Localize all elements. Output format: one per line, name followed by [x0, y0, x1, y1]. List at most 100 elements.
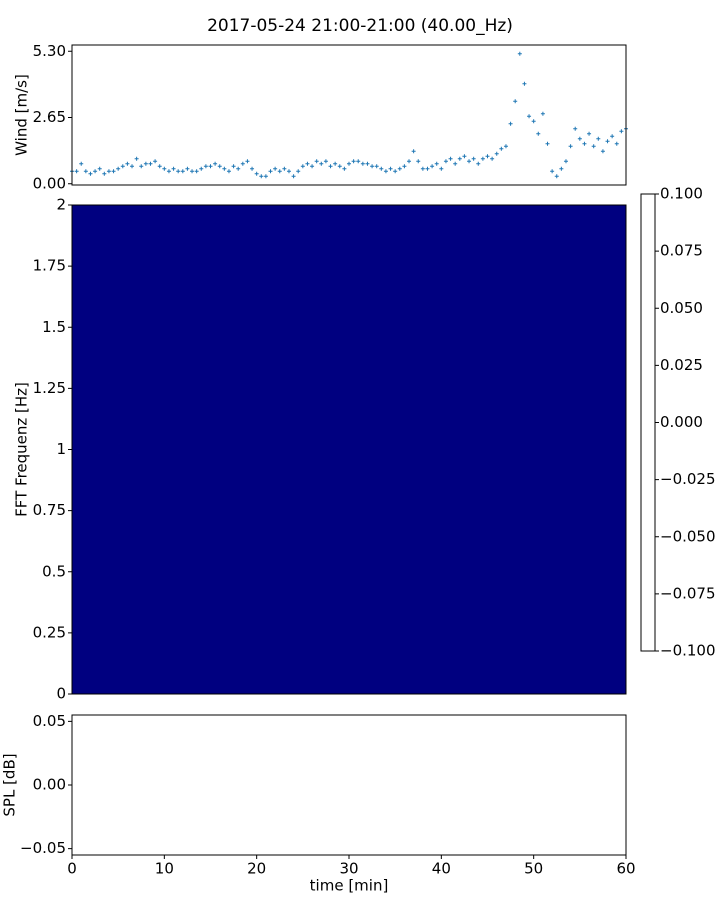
wind-point [185, 166, 190, 171]
wind-point [291, 174, 296, 179]
wind-point [600, 149, 605, 154]
y-tick-label: 2.65 [33, 108, 66, 126]
wind-point [166, 169, 171, 174]
wind-point [374, 164, 379, 169]
wind-point [573, 126, 578, 131]
wind-point [153, 159, 158, 164]
colorbar-tick-label: 0.100 [660, 185, 703, 203]
y-axis-label: FFT Frequenz [Hz] [13, 382, 31, 517]
axes-frame [71, 44, 627, 186]
wind-point [310, 164, 315, 169]
colorbar-tick-label: −0.100 [660, 642, 716, 660]
wind-point [443, 159, 448, 164]
wind-point [416, 159, 421, 164]
wind-point [83, 169, 88, 174]
wind-point [333, 161, 338, 166]
y-axis-label: Wind [m/s] [13, 74, 31, 156]
chart-title: 2017-05-24 21:00-21:00 (40.00_Hz) [207, 16, 513, 36]
wind-point [194, 169, 199, 174]
x-tick-label: 60 [616, 860, 635, 878]
wind-point [499, 146, 504, 151]
wind-point [434, 161, 439, 166]
wind-point [591, 144, 596, 149]
colorbar-tick-label: −0.075 [660, 584, 716, 602]
wind-point [190, 169, 195, 174]
wind-point [213, 161, 218, 166]
wind-point [222, 166, 227, 171]
wind-point [199, 166, 204, 171]
wind-point [388, 166, 393, 171]
y-axis-label: SPL [dB] [1, 753, 19, 816]
wind-point [471, 156, 476, 161]
wind-point [254, 171, 259, 176]
wind-point [305, 161, 310, 166]
y-tick-label: 0.25 [33, 623, 66, 641]
y-tick-label: 0.00 [33, 174, 66, 192]
colorbar-tick-label: 0.025 [660, 356, 703, 374]
wind-point [236, 166, 241, 171]
wind-point [397, 166, 402, 171]
colorbar [640, 193, 656, 652]
wind-point [286, 169, 291, 174]
wind-point [554, 174, 559, 179]
wind-point [490, 156, 495, 161]
wind-point [226, 169, 231, 174]
wind-point [263, 174, 268, 179]
wind-point [587, 131, 592, 136]
colorbar-frame [640, 193, 656, 652]
wind-point [93, 169, 98, 174]
wind-point [79, 161, 84, 166]
wind-point [347, 161, 351, 166]
wind-point [476, 161, 481, 166]
wind-point [411, 149, 416, 154]
wind-point [157, 164, 162, 169]
y-tick-label: 5.30 [33, 42, 66, 60]
wind-point [453, 161, 458, 166]
wind-point [250, 166, 255, 171]
wind-point [337, 164, 342, 169]
wind-point [448, 156, 453, 161]
wind-point [130, 164, 135, 169]
wind-point [273, 166, 278, 171]
wind-point [106, 169, 111, 174]
wind-point [102, 171, 107, 176]
wind-point [605, 139, 610, 144]
wind-point [356, 159, 361, 164]
wind-point [139, 164, 144, 169]
x-tick-label: 20 [247, 860, 266, 878]
wind-point [430, 164, 435, 169]
y-tick-label: 0.00 [33, 776, 66, 794]
wind-point [582, 141, 587, 146]
y-tick-label: 0.75 [33, 501, 66, 519]
wind-point [480, 156, 485, 161]
wind-point [619, 129, 624, 134]
wind-point [97, 166, 102, 171]
wind-point [407, 159, 412, 164]
y-tick-label: 1.25 [33, 379, 66, 397]
wind-point [319, 161, 324, 166]
wind-point [74, 169, 79, 174]
wind-point [88, 171, 93, 176]
wind-point [568, 144, 573, 149]
wind-point [171, 166, 176, 171]
wind-point [208, 164, 213, 169]
wind-point [517, 51, 522, 56]
wind-point [282, 166, 287, 171]
wind-point [240, 161, 245, 166]
wind-point [314, 159, 319, 164]
wind-point [513, 99, 518, 104]
wind-point [550, 169, 555, 174]
wind-point [328, 164, 333, 169]
y-tick-label: 1 [56, 440, 66, 458]
wind-point [545, 141, 550, 146]
y-tick-label: 1.75 [33, 257, 66, 275]
y-tick-label: 0.05 [33, 712, 66, 730]
wind-point [120, 164, 125, 169]
y-tick-label: 0.5 [42, 562, 66, 580]
wind-point [245, 159, 250, 164]
wind-point [494, 151, 499, 156]
wind-point [614, 141, 619, 146]
wind-point [162, 166, 167, 171]
wind-point [383, 169, 388, 174]
x-tick-label: 0 [67, 860, 77, 878]
